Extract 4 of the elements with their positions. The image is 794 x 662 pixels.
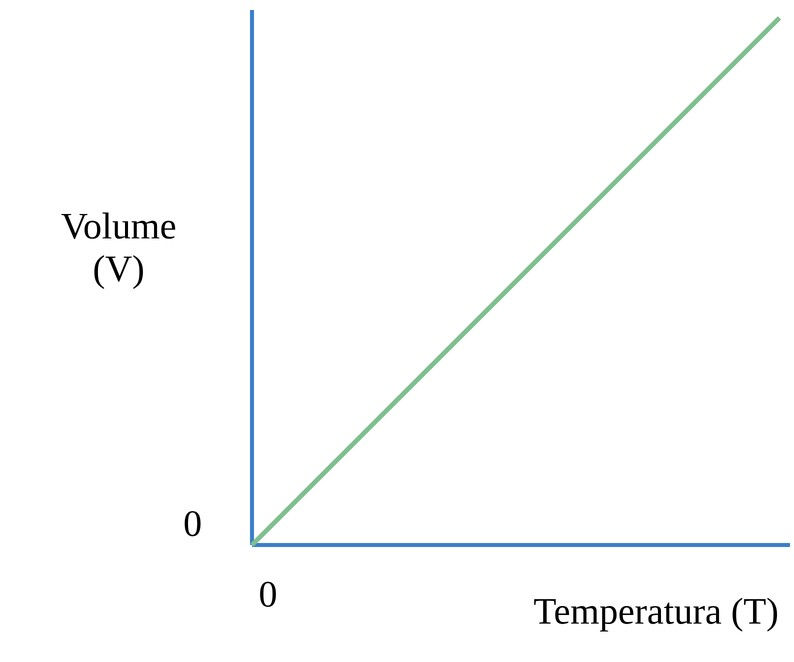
annotation: 0 [184,511,201,536]
y-axis-title: Volume (V) [61,212,176,290]
text: 0 [260,582,276,607]
x-axis-title: Temperatura (T) [534,598,778,632]
